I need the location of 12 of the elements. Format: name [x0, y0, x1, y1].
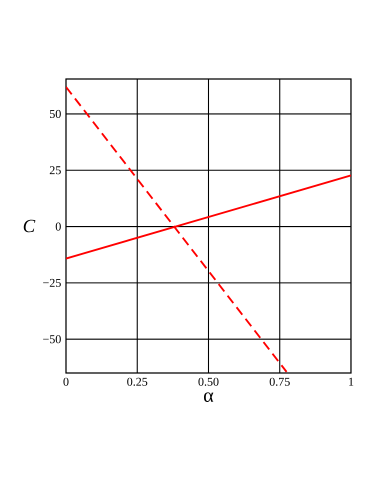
x-tick-label: 1	[349, 378, 354, 386]
x-tick-label: 0	[63, 378, 69, 386]
y-tick-label: 0	[56, 222, 61, 231]
y-tick-label: 50	[50, 110, 61, 118]
x-tick-label: 0.25	[127, 378, 148, 386]
x-tick-label: 0.50	[198, 378, 219, 386]
y-tick-label: 25	[50, 166, 61, 174]
y-tick-label: −25	[43, 278, 61, 287]
x-axis-title: α	[204, 392, 214, 402]
x-tick-label: 0.75	[270, 378, 290, 386]
y-tick-label: −50	[43, 335, 61, 344]
y-axis-title: C	[24, 220, 36, 232]
